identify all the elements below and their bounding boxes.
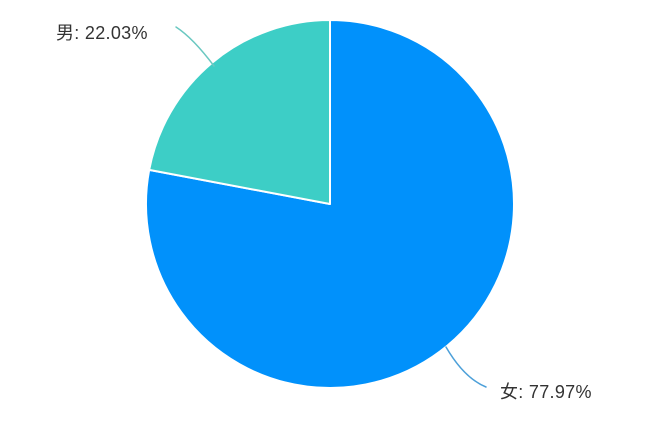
pie-slice-male[interactable] bbox=[148, 19, 331, 205]
leader-line-male bbox=[175, 26, 215, 67]
pie-label-male: 男: 22.03% bbox=[56, 23, 148, 43]
leader-line-female bbox=[445, 346, 487, 388]
pie-slice-female[interactable] bbox=[144, 19, 515, 389]
pie-label-female: 女: 77.97% bbox=[500, 382, 592, 402]
